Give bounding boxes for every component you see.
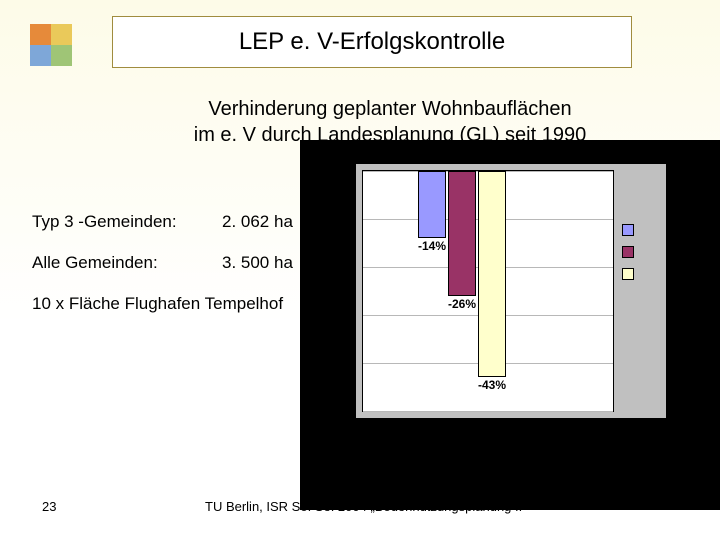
page-number: 23 (42, 499, 56, 514)
legend-item (622, 224, 660, 236)
slide-logo (30, 24, 72, 66)
slide-title: LEP e. V-Erfolgskontrolle (239, 28, 505, 56)
chart-plot: -14%-26%-43% (362, 170, 614, 412)
legend-item (622, 246, 660, 258)
fact-label: Alle Gemeinden: (32, 249, 222, 276)
footer-text: TU Berlin, ISR So. Se. 2004 „Bodennutzun… (205, 499, 527, 514)
subtitle-line: im e. V durch Landesplanung (GL) seit 19… (194, 124, 586, 146)
fact-note: 10 x Fläche Flughafen Tempelhof (32, 290, 372, 317)
facts-block: Typ 3 -Gemeinden: 2. 062 ha Alle Gemeind… (32, 208, 372, 318)
fact-row: Typ 3 -Gemeinden: 2. 062 ha (32, 208, 372, 235)
chart-legend (622, 224, 660, 280)
legend-item (622, 268, 660, 280)
fact-value: 2. 062 ha (222, 208, 293, 235)
logo-quadrant (51, 24, 72, 45)
fact-value: 3. 500 ha (222, 249, 293, 276)
slide-subtitle: Verhinderung geplanter Wohnbauflächen im… (120, 96, 660, 148)
fact-row: Alle Gemeinden: 3. 500 ha (32, 249, 372, 276)
legend-swatch (622, 268, 634, 280)
legend-swatch (622, 246, 634, 258)
subtitle-line: Verhinderung geplanter Wohnbauflächen (208, 98, 571, 120)
logo-quadrant (30, 45, 51, 66)
logo-quadrant (51, 45, 72, 66)
slide-title-box: LEP e. V-Erfolgskontrolle (112, 16, 632, 68)
chart-frame: -14%-26%-43% (356, 164, 666, 418)
slide: LEP e. V-Erfolgskontrolle Verhinderung g… (0, 0, 720, 540)
logo-quadrant (30, 24, 51, 45)
fact-label: Typ 3 -Gemeinden: (32, 208, 222, 235)
legend-swatch (622, 224, 634, 236)
